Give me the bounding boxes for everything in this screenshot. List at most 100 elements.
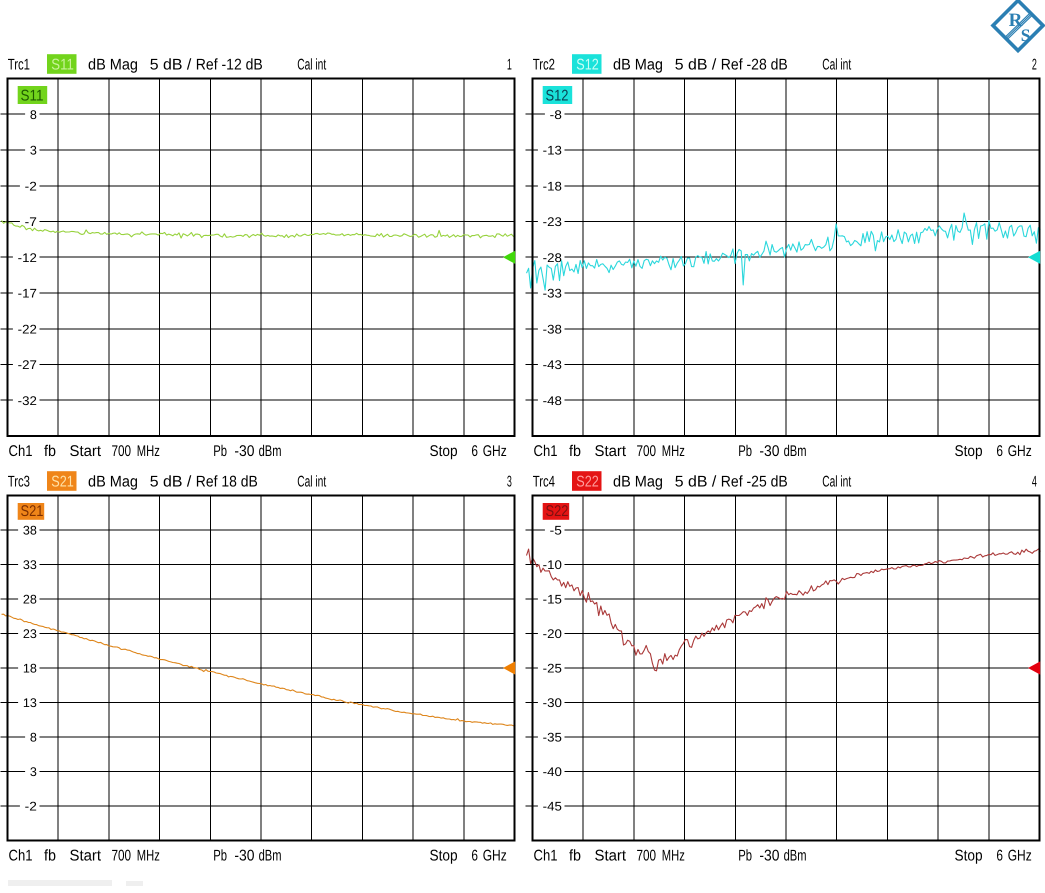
svg-text:S11: S11 [21, 87, 44, 104]
svg-text:GHz: GHz [1008, 848, 1032, 865]
svg-text:-17: -17 [18, 287, 37, 301]
svg-text:Trc1: Trc1 [8, 56, 30, 73]
svg-text:-2: -2 [25, 179, 37, 193]
svg-text:S21: S21 [51, 473, 74, 490]
svg-text:Ch1: Ch1 [534, 443, 558, 460]
svg-text:MHz: MHz [662, 443, 685, 460]
svg-text:Start: Start [595, 848, 627, 865]
svg-text:fb: fb [569, 848, 581, 865]
svg-text:S22: S22 [546, 503, 569, 520]
svg-text:-15: -15 [543, 593, 562, 607]
svg-text:6: 6 [996, 443, 1003, 460]
svg-text:-30: -30 [234, 443, 254, 460]
svg-text:MHz: MHz [137, 848, 160, 865]
svg-text:-18: -18 [543, 179, 562, 193]
svg-text:28: 28 [23, 593, 37, 607]
svg-text:Trc3: Trc3 [8, 473, 30, 490]
svg-text:-48: -48 [543, 394, 562, 408]
svg-text:MHz: MHz [662, 848, 685, 865]
svg-text:S11: S11 [51, 56, 74, 73]
svg-text:GHz: GHz [483, 848, 507, 865]
svg-text:S12: S12 [576, 56, 599, 73]
svg-text:dB Mag: dB Mag [613, 56, 663, 73]
svg-text:Trc4: Trc4 [533, 473, 556, 490]
svg-text:5 dB /: 5 dB / [150, 56, 192, 73]
svg-text:-12: -12 [18, 251, 37, 265]
svg-text:-13: -13 [543, 144, 562, 158]
svg-text:3: 3 [507, 473, 512, 490]
svg-text:6: 6 [996, 848, 1003, 865]
svg-text:S22: S22 [576, 473, 599, 490]
svg-text:fb: fb [44, 848, 56, 865]
svg-text:S: S [1021, 25, 1031, 45]
svg-text:2: 2 [1032, 56, 1037, 73]
svg-text:-30: -30 [234, 848, 254, 865]
svg-text:Stop: Stop [430, 848, 458, 865]
svg-text:Ref -12 dB: Ref -12 dB [196, 56, 263, 73]
svg-text:dBm: dBm [784, 848, 807, 865]
svg-text:dBm: dBm [784, 443, 807, 460]
svg-text:dBm: dBm [259, 443, 282, 460]
svg-text:-35: -35 [543, 731, 562, 745]
svg-text:-32: -32 [18, 394, 37, 408]
svg-text:Start: Start [595, 443, 627, 460]
svg-text:5 dB /: 5 dB / [675, 473, 717, 490]
svg-text:fb: fb [44, 443, 56, 460]
svg-text:Ch1: Ch1 [534, 848, 558, 865]
svg-text:-27: -27 [18, 358, 37, 372]
svg-text:Cal int: Cal int [822, 473, 851, 490]
svg-text:38: 38 [23, 524, 37, 538]
svg-text:Trc2: Trc2 [533, 56, 555, 73]
svg-text:-30: -30 [759, 443, 779, 460]
svg-text:13: 13 [23, 696, 37, 710]
svg-text:-45: -45 [543, 800, 562, 814]
svg-text:fb: fb [569, 443, 581, 460]
svg-text:-30: -30 [759, 848, 779, 865]
svg-text:-25: -25 [543, 662, 562, 676]
svg-text:-5: -5 [550, 524, 562, 538]
svg-text:-22: -22 [18, 322, 37, 336]
svg-text:700: 700 [112, 848, 132, 865]
svg-text:Cal int: Cal int [297, 473, 326, 490]
svg-text:Pb: Pb [213, 443, 227, 460]
svg-text:3: 3 [30, 144, 37, 158]
svg-text:-33: -33 [543, 287, 562, 301]
svg-text:6: 6 [471, 443, 478, 460]
svg-text:Cal int: Cal int [297, 56, 326, 73]
svg-text:5 dB /: 5 dB / [675, 56, 717, 73]
svg-text:-40: -40 [543, 765, 562, 779]
svg-text:700: 700 [637, 443, 657, 460]
svg-text:-8: -8 [550, 108, 562, 122]
svg-text:S12: S12 [546, 87, 569, 104]
svg-text:5 dB /: 5 dB / [150, 473, 192, 490]
svg-text:Cal int: Cal int [822, 56, 851, 73]
svg-text:33: 33 [23, 558, 37, 572]
svg-text:-20: -20 [543, 627, 562, 641]
svg-text:GHz: GHz [483, 443, 507, 460]
svg-text:Pb: Pb [213, 848, 227, 865]
svg-text:-28: -28 [543, 251, 562, 265]
svg-text:700: 700 [637, 848, 657, 865]
svg-text:Stop: Stop [430, 443, 458, 460]
svg-text:MHz: MHz [137, 443, 160, 460]
svg-text:Stop: Stop [955, 443, 983, 460]
svg-text:Stop: Stop [955, 848, 983, 865]
svg-text:18: 18 [23, 662, 37, 676]
svg-text:-30: -30 [543, 696, 562, 710]
svg-text:3: 3 [30, 765, 37, 779]
svg-text:1: 1 [507, 56, 512, 73]
svg-text:-2: -2 [25, 800, 37, 814]
svg-text:4: 4 [1032, 473, 1037, 490]
svg-text:dBm: dBm [259, 848, 282, 865]
svg-text:-23: -23 [543, 215, 562, 229]
svg-text:Ch1: Ch1 [9, 848, 33, 865]
svg-text:-10: -10 [543, 558, 562, 572]
svg-text:Start: Start [70, 443, 102, 460]
svg-text:dB Mag: dB Mag [88, 473, 138, 490]
svg-text:Ref -28 dB: Ref -28 dB [721, 56, 788, 73]
svg-text:700: 700 [112, 443, 132, 460]
svg-text:Ch1: Ch1 [9, 443, 33, 460]
svg-text:Start: Start [70, 848, 102, 865]
svg-text:GHz: GHz [1008, 443, 1032, 460]
svg-text:-43: -43 [543, 358, 562, 372]
